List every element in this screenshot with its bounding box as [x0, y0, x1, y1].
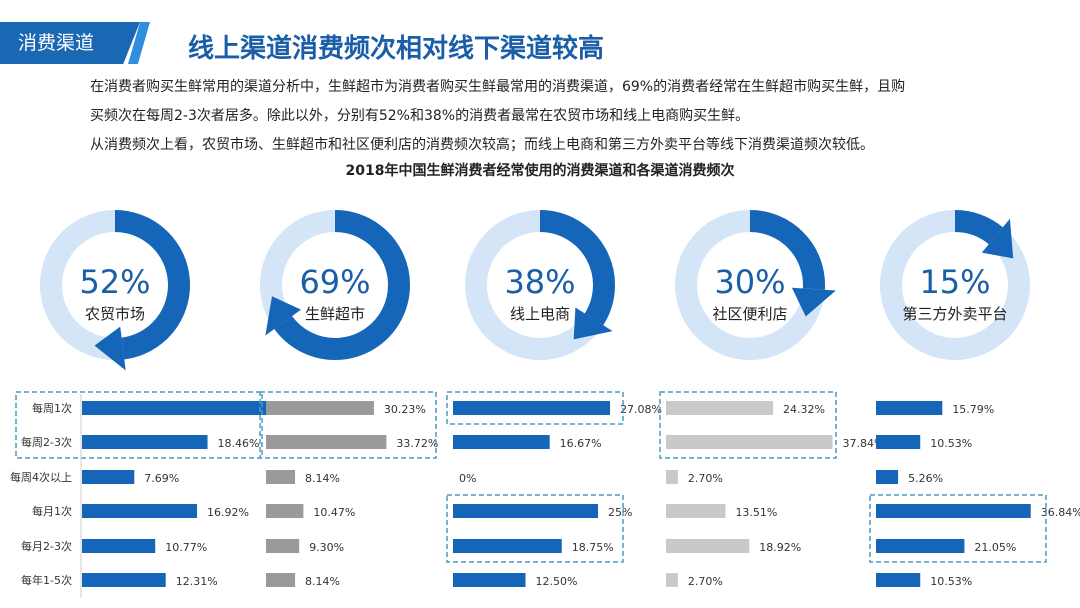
bar-label: 24.32%	[783, 403, 825, 416]
bar-label: 27.08%	[620, 403, 662, 416]
bar-label: 37.84%	[842, 437, 884, 450]
bar	[876, 573, 921, 587]
bar-label: 25%	[608, 506, 632, 519]
arrowhead-icon	[573, 307, 613, 340]
highlight-box	[446, 391, 624, 425]
arrowhead-icon	[791, 287, 836, 317]
bar-label: 21.05%	[974, 541, 1016, 554]
bar	[453, 401, 611, 415]
donut-arc	[749, 210, 825, 290]
arrowhead-icon	[94, 326, 126, 371]
bar	[453, 573, 526, 587]
category-label: 每周4次以上	[10, 470, 72, 484]
share-value: 38%	[504, 263, 575, 301]
donut-arc	[274, 210, 410, 360]
bar	[266, 504, 304, 518]
bar-label: 0%	[459, 472, 476, 485]
bar-label: 9.30%	[309, 541, 344, 554]
bar	[266, 435, 387, 449]
bar-label: 7.69%	[144, 472, 179, 485]
chart-title: 2018年中国生鲜消费者经常使用的消费渠道和各渠道消费频次	[345, 163, 735, 179]
share-value: 15%	[919, 263, 990, 301]
bar-label: 18.46%	[218, 437, 260, 450]
share-value: 52%	[79, 263, 150, 301]
channel-name: 第三方外卖平台	[902, 305, 1007, 323]
category-label: 每月2-3次	[21, 539, 72, 553]
category-label: 每周2-3次	[21, 435, 72, 449]
bar	[82, 504, 198, 518]
highlight-box	[259, 391, 437, 459]
bar	[82, 573, 166, 587]
bar	[876, 504, 1031, 518]
bar	[453, 539, 562, 553]
bar	[266, 573, 296, 587]
bar-label: 18.92%	[759, 541, 801, 554]
donut-arc	[539, 210, 615, 326]
category-label: 每周1次	[32, 401, 72, 415]
bar	[666, 504, 726, 518]
bar-label: 10.53%	[930, 575, 972, 588]
bar	[666, 539, 750, 553]
section-tag: 消费渠道	[0, 22, 140, 64]
bar-label: 5.26%	[908, 472, 943, 485]
category-label: 每月1次	[32, 504, 72, 518]
paragraph-3: 从消费频次上看，农贸市场、生鲜超市和社区便利店的消费频次较高；而线上电商和第三方…	[90, 137, 874, 153]
bar	[453, 504, 598, 518]
donut-arc	[954, 210, 1003, 245]
bar	[82, 401, 313, 415]
bar-label: 15.79%	[952, 403, 994, 416]
bar-label: 8.14%	[305, 575, 340, 588]
bar-label: 18.75%	[572, 541, 614, 554]
bar-label: 30.23%	[384, 403, 426, 416]
bar	[82, 435, 208, 449]
bar-label: 36.84%	[1041, 506, 1080, 519]
bar-label: 10.77%	[165, 541, 207, 554]
bar-label: 16.67%	[560, 437, 602, 450]
share-value: 30%	[714, 263, 785, 301]
bar	[666, 401, 774, 415]
page-title: 线上渠道消费频次相对线下渠道较高	[188, 34, 605, 64]
channel-name: 线上电商	[510, 305, 570, 323]
bar-label: 12.50%	[536, 575, 578, 588]
arrowhead-icon	[981, 218, 1014, 259]
highlight-box	[869, 494, 1047, 563]
bar-label: 8.14%	[305, 472, 340, 485]
channel-name: 社区便利店	[712, 305, 787, 323]
bar-label: 10.53%	[930, 437, 972, 450]
channel-name: 生鲜超市	[305, 305, 365, 323]
bar	[666, 470, 678, 484]
bar	[666, 573, 678, 587]
share-value: 69%	[299, 263, 370, 301]
category-label: 每年1-5次	[21, 573, 72, 587]
bar-label: 12.31%	[176, 575, 218, 588]
bar	[876, 470, 899, 484]
arrowhead-icon	[265, 296, 301, 336]
bar	[453, 435, 550, 449]
bar	[876, 401, 943, 415]
bar	[876, 539, 965, 553]
bar-label: 2.70%	[688, 575, 723, 588]
highlight-box	[15, 391, 263, 459]
bar	[876, 435, 921, 449]
bar	[266, 470, 296, 484]
paragraph-1: 在消费者购买生鲜常用的渠道分析中，生鲜超市为消费者购买生鲜最常用的消费渠道，69…	[90, 79, 906, 95]
bar-label: 13.51%	[735, 506, 777, 519]
highlight-box	[659, 391, 837, 459]
bar-label: 33.72%	[396, 437, 438, 450]
bar	[666, 435, 833, 449]
donut-arc	[114, 210, 190, 360]
bar-label: 16.92%	[207, 506, 249, 519]
bar	[82, 539, 156, 553]
channel-name: 农贸市场	[85, 305, 145, 323]
bar	[266, 401, 374, 415]
bar	[266, 539, 300, 553]
bar	[82, 470, 135, 484]
highlight-box	[446, 494, 624, 563]
bar-label: 2.70%	[688, 472, 723, 485]
paragraph-2: 买频次在每周2-3次者居多。除此以外，分别有52%和38%的消费者最常在农贸市场…	[90, 108, 750, 124]
bar-label: 10.47%	[313, 506, 355, 519]
